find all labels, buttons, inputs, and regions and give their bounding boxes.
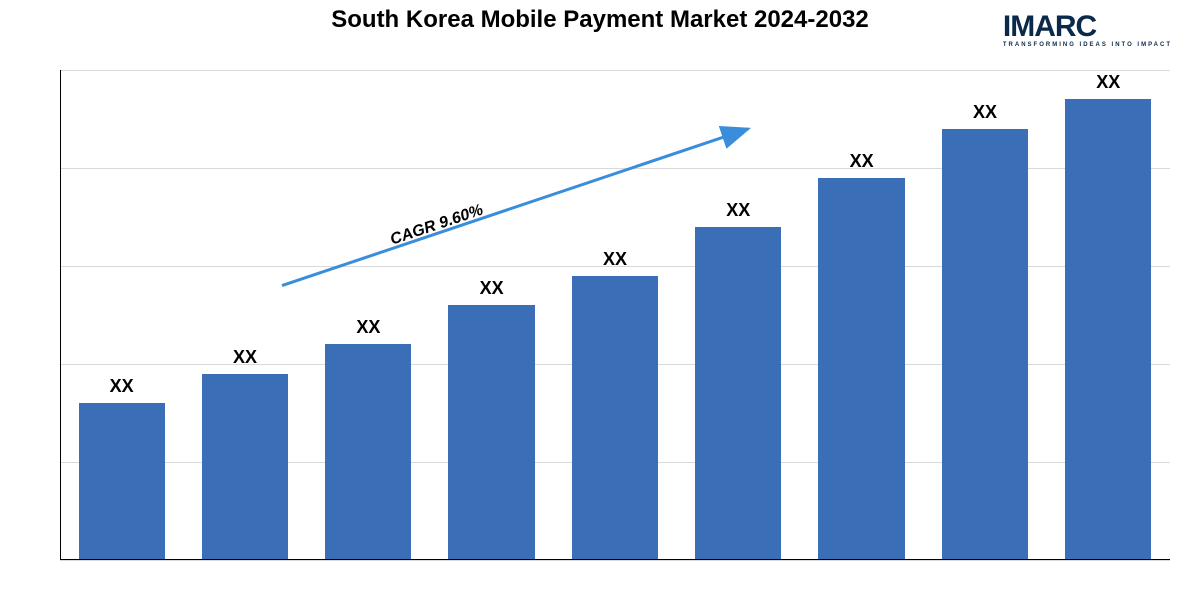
bar-value-label: XX: [850, 151, 874, 172]
logo-tagline: TRANSFORMING IDEAS INTO IMPACT: [1003, 42, 1172, 48]
gridline: [60, 560, 1170, 561]
bar-value-label: XX: [233, 347, 257, 368]
bar: [818, 178, 904, 560]
bar: [202, 374, 288, 560]
bar-value-label: XX: [110, 376, 134, 397]
bar-slot: XX: [430, 70, 553, 560]
bar: [572, 276, 658, 560]
bar-value-label: XX: [603, 249, 627, 270]
bar-slot: XX: [800, 70, 923, 560]
bar-value-label: XX: [356, 317, 380, 338]
bar-value-label: XX: [480, 278, 504, 299]
bar: [695, 227, 781, 560]
bar: [1065, 99, 1151, 560]
bar: [942, 129, 1028, 560]
bar-value-label: XX: [973, 102, 997, 123]
imarc-logo: IMARC TRANSFORMING IDEAS INTO IMPACT: [1003, 10, 1172, 48]
plot-area: XXXXXXXXXXXXXXXXXX CAGR 9.60%: [60, 70, 1170, 560]
bar-slot: XX: [677, 70, 800, 560]
bar-value-label: XX: [1096, 72, 1120, 93]
logo-brand: IMARC: [1003, 10, 1096, 43]
bar-slot: XX: [60, 70, 183, 560]
bar: [325, 344, 411, 560]
bar-slot: XX: [923, 70, 1046, 560]
bar-slot: XX: [553, 70, 676, 560]
y-axis: [60, 70, 61, 560]
bars-group: XX XX XX XX XX XX XX XX XX: [60, 70, 1170, 560]
chart-container: South Korea Mobile Payment Market 2024-2…: [0, 0, 1200, 600]
bar-value-label: XX: [726, 200, 750, 221]
x-axis: [60, 559, 1170, 560]
bar-slot: XX: [307, 70, 430, 560]
bar: [448, 305, 534, 560]
bar-slot: XX: [183, 70, 306, 560]
bar-slot: XX: [1047, 70, 1170, 560]
bar: [79, 403, 165, 560]
